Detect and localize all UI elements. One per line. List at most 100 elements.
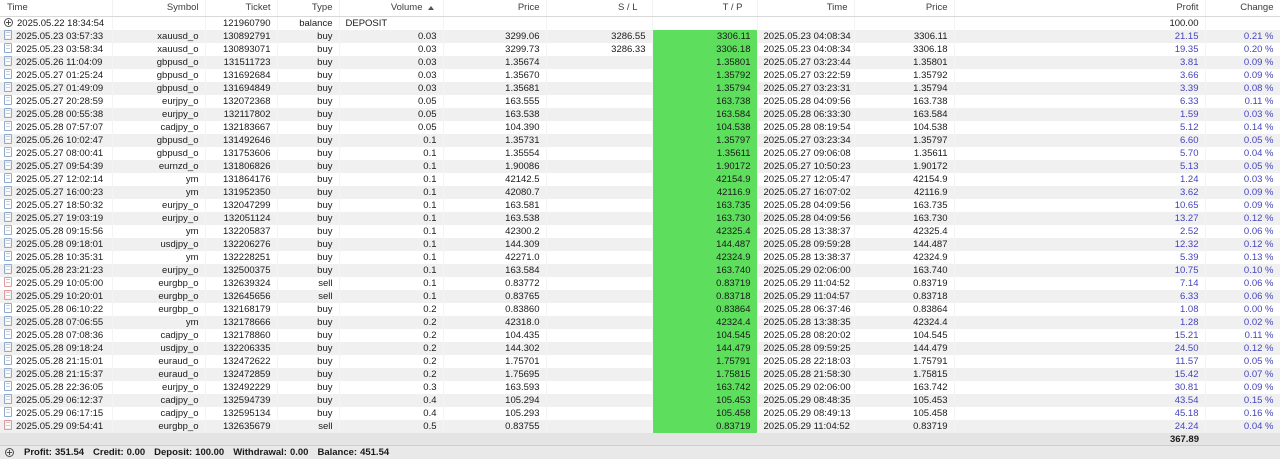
cell-close-time: 2025.05.28 04:09:56 xyxy=(757,198,855,212)
cell-change: 0.09 % xyxy=(1205,380,1280,394)
col-header-open-time[interactable]: Time xyxy=(0,0,113,17)
col-header-profit[interactable]: Profit xyxy=(954,0,1206,17)
table-row[interactable]: 2025.05.26 10:02:47 gbpusd_o 131492646 b… xyxy=(0,133,1280,147)
table-row[interactable]: 2025.05.28 09:18:24 usdjpy_o 132206335 b… xyxy=(0,341,1280,355)
table-row[interactable]: 2025.05.27 09:54:39 eurnzd_o 131806826 b… xyxy=(0,159,1280,173)
table-row[interactable]: 2025.05.27 01:25:24 gbpusd_o 131692684 b… xyxy=(0,68,1280,82)
col-header-ticket[interactable]: Ticket xyxy=(205,0,278,17)
table-row[interactable]: 2025.05.29 06:12:37 cadjpy_o 132594739 b… xyxy=(0,393,1280,407)
cell-profit: 10.75 xyxy=(954,263,1206,277)
table-row[interactable]: 2025.05.28 22:36:05 eurjpy_o 132492229 b… xyxy=(0,380,1280,394)
cell-close-time: 2025.05.29 08:48:35 xyxy=(757,393,855,407)
cell-type: buy xyxy=(277,315,340,329)
table-row[interactable]: 2025.05.27 01:49:09 gbpusd_o 131694849 b… xyxy=(0,81,1280,95)
col-header-change[interactable]: Change xyxy=(1205,0,1280,17)
cell-close-price: 1.35797 xyxy=(854,133,955,147)
cell-ticket: 131753606 xyxy=(205,146,278,160)
cell-volume: 0.3 xyxy=(339,380,444,394)
cell-change: 0.03 % xyxy=(1205,107,1280,121)
cell-stop-loss xyxy=(546,289,653,303)
sort-ascending-icon xyxy=(427,5,434,10)
cell-ticket: 132178860 xyxy=(205,328,278,342)
order-type-icon xyxy=(4,133,12,144)
cell-type: buy xyxy=(277,341,340,355)
cell-ticket: 130892791 xyxy=(205,29,278,43)
table-row[interactable]: 2025.05.23 03:58:34 xauusd_o 130893071 b… xyxy=(0,42,1280,56)
table-row[interactable]: 2025.05.28 09:18:01 usdjpy_o 132206276 b… xyxy=(0,237,1280,251)
col-header-open-price[interactable]: Price xyxy=(443,0,547,17)
cell-volume: 0.03 xyxy=(339,42,444,56)
col-header-stop-loss[interactable]: S / L xyxy=(546,0,653,17)
table-row[interactable]: 2025.05.28 23:21:23 eurjpy_o 132500375 b… xyxy=(0,263,1280,277)
table-row[interactable]: 2025.05.28 07:06:55 ym 132178666 buy 0.2… xyxy=(0,315,1280,329)
table-row[interactable]: 2025.05.28 00:55:38 eurjpy_o 132117802 b… xyxy=(0,107,1280,121)
cell-change: 0.12 % xyxy=(1205,211,1280,225)
table-row[interactable]: 2025.05.26 11:04:09 gbpusd_o 131511723 b… xyxy=(0,55,1280,69)
table-row[interactable]: 2025.05.22 18:34:54 121960790 balance DE… xyxy=(0,16,1280,30)
order-type-icon xyxy=(4,81,12,92)
table-row[interactable]: 2025.05.28 07:08:36 cadjpy_o 132178860 b… xyxy=(0,328,1280,342)
cell-close-time: 2025.05.28 09:59:28 xyxy=(757,237,855,251)
cell-ticket: 131492646 xyxy=(205,133,278,147)
cell-take-profit: 144.479 xyxy=(652,341,758,355)
cell-symbol: xauusd_o xyxy=(112,42,206,56)
cell-stop-loss xyxy=(546,55,653,69)
order-type-icon xyxy=(4,94,12,105)
table-row[interactable]: 2025.05.28 06:10:22 eurgbp_o 132168179 b… xyxy=(0,302,1280,316)
order-type-icon xyxy=(4,380,12,391)
cell-volume: 0.05 xyxy=(339,107,444,121)
cell-open-price: 0.83860 xyxy=(443,302,547,316)
table-row[interactable]: 2025.05.27 19:03:19 eurjpy_o 132051124 b… xyxy=(0,211,1280,225)
cell-stop-loss xyxy=(546,172,653,186)
cell-stop-loss xyxy=(546,250,653,264)
cell-open-price: 1.75695 xyxy=(443,367,547,381)
cell-change: 0.12 % xyxy=(1205,237,1280,251)
cell-profit: 7.14 xyxy=(954,276,1206,290)
cell-change: 0.06 % xyxy=(1205,276,1280,290)
cell-close-price: 0.83719 xyxy=(854,276,955,290)
table-row[interactable]: 2025.05.28 07:57:07 cadjpy_o 132183667 b… xyxy=(0,120,1280,134)
table-row[interactable]: 2025.05.28 21:15:01 euraud_o 132472622 b… xyxy=(0,354,1280,368)
cell-symbol: euraud_o xyxy=(112,367,206,381)
cell-profit: 1.28 xyxy=(954,315,1206,329)
col-header-take-profit[interactable]: T / P xyxy=(652,0,758,17)
cell-volume: 0.03 xyxy=(339,68,444,82)
table-row[interactable]: 2025.05.29 10:20:01 eurgbp_o 132645656 s… xyxy=(0,289,1280,303)
cell-ticket: 132168179 xyxy=(205,302,278,316)
cell-symbol: eurjpy_o xyxy=(112,263,206,277)
cell-stop-loss xyxy=(546,263,653,277)
cell-profit: 5.39 xyxy=(954,250,1206,264)
cell-type: buy xyxy=(277,133,340,147)
cell-take-profit: 0.83719 xyxy=(652,276,758,290)
cell-type: sell xyxy=(277,419,340,433)
col-header-type[interactable]: Type xyxy=(277,0,340,17)
table-row[interactable]: 2025.05.27 16:00:23 ym 131952350 buy 0.1… xyxy=(0,185,1280,199)
status-profit: Profit: 351.54 xyxy=(24,447,85,458)
cell-stop-loss xyxy=(546,406,653,420)
table-row[interactable]: 2025.05.27 18:50:32 eurjpy_o 132047299 b… xyxy=(0,198,1280,212)
col-header-symbol[interactable]: Symbol xyxy=(112,0,206,17)
cell-take-profit: 42154.9 xyxy=(652,172,758,186)
table-row[interactable]: 2025.05.28 09:15:56 ym 132205837 buy 0.1… xyxy=(0,224,1280,238)
cell-close-time: 2025.05.28 09:59:25 xyxy=(757,341,855,355)
cell-profit: 24.24 xyxy=(954,419,1206,433)
table-row[interactable]: 2025.05.28 10:35:31 ym 132228251 buy 0.1… xyxy=(0,250,1280,264)
table-row[interactable]: 2025.05.28 21:15:37 euraud_o 132472859 b… xyxy=(0,367,1280,381)
table-row[interactable]: 2025.05.29 06:17:15 cadjpy_o 132595134 b… xyxy=(0,406,1280,420)
table-row[interactable]: 2025.05.29 10:05:00 eurgbp_o 132639324 s… xyxy=(0,276,1280,290)
table-row[interactable]: 2025.05.27 20:28:59 eurjpy_o 132072368 b… xyxy=(0,94,1280,108)
col-header-close-time[interactable]: Time xyxy=(757,0,855,17)
cell-close-price: 163.584 xyxy=(854,107,955,121)
col-header-volume[interactable]: Volume xyxy=(339,0,444,17)
table-row[interactable]: 2025.05.23 03:57:33 xauusd_o 130892791 b… xyxy=(0,29,1280,43)
status-withdrawal: Withdrawal: 0.00 xyxy=(233,447,309,458)
cell-change: 0.11 % xyxy=(1205,328,1280,342)
order-type-icon xyxy=(4,263,12,274)
table-row[interactable]: 2025.05.27 12:02:14 ym 131864176 buy 0.1… xyxy=(0,172,1280,186)
cell-volume: 0.2 xyxy=(339,302,444,316)
table-row[interactable]: 2025.05.29 09:54:41 eurgbp_o 132635679 s… xyxy=(0,419,1280,433)
cell-symbol: eurgbp_o xyxy=(112,276,206,290)
cell-ticket: 132051124 xyxy=(205,211,278,225)
table-row[interactable]: 2025.05.27 08:00:41 gbpusd_o 131753606 b… xyxy=(0,146,1280,160)
col-header-close-price[interactable]: Price xyxy=(854,0,955,17)
